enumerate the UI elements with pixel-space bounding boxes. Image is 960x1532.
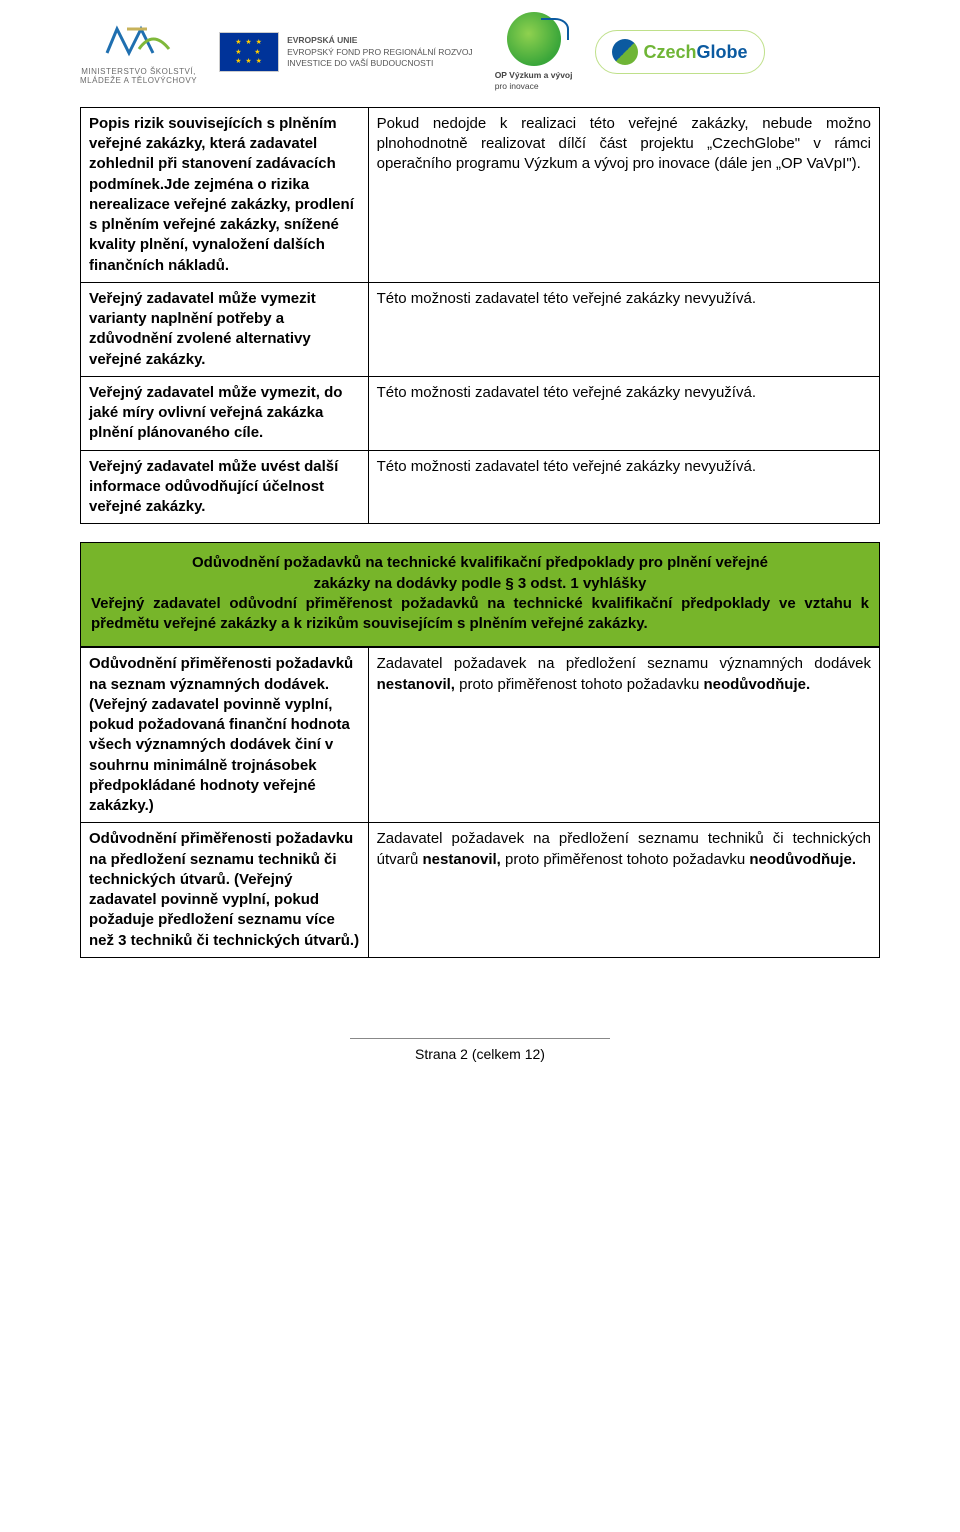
section-header-green: Odůvodnění požadavků na technické kvalif… xyxy=(80,542,880,647)
footer-divider xyxy=(350,1038,610,1039)
qual-row2-b2: neodůvodňuje. xyxy=(749,851,856,868)
czechglobe-icon xyxy=(612,39,638,65)
msmt-label-1: MINISTERSTVO ŠKOLSTVÍ, xyxy=(80,67,197,77)
risks-row4-right: Této možnosti zadavatel této veřejné zak… xyxy=(368,450,879,524)
qual-row2-right: Zadavatel požadavek na předložení seznam… xyxy=(368,823,879,958)
op-globe-icon xyxy=(507,12,561,66)
qual-row1-b1: nestanovil, xyxy=(377,676,455,693)
op-label: OP Výzkum a vývoj xyxy=(495,70,573,80)
qual-row1-left: Odůvodnění přiměřenosti požadavků na sez… xyxy=(81,648,369,823)
czechglobe-globe: Globe xyxy=(697,42,748,62)
eu-line-1: EVROPSKÁ UNIE xyxy=(287,35,473,46)
green-header-line1: Odůvodnění požadavků na technické kvalif… xyxy=(91,553,869,573)
czechglobe-cz: Czech xyxy=(644,42,697,62)
op-label2: pro inovace xyxy=(495,81,539,91)
table-row: Veřejný zadavatel může vymezit, do jaké … xyxy=(81,376,880,450)
risks-row1-right: Pokud nedojde k realizaci této veřejné z… xyxy=(368,107,879,282)
qual-row2-b1: nestanovil, xyxy=(422,851,500,868)
risks-row3-right: Této možnosti zadavatel této veřejné zak… xyxy=(368,376,879,450)
table-row: Popis rizik souvisejících s plněním veře… xyxy=(81,107,880,282)
table-row: Odůvodnění přiměřenosti požadavku na pře… xyxy=(81,823,880,958)
page-footer: Strana 2 (celkem 12) xyxy=(80,1038,880,1064)
risks-table: Popis rizik souvisejících s plněním veře… xyxy=(80,107,880,525)
green-header-line2: zakázky na dodávky podle § 3 odst. 1 vyh… xyxy=(91,574,869,594)
qual-row1-right: Zadavatel požadavek na předložení seznam… xyxy=(368,648,879,823)
op-logo: OP Výzkum a vývoj pro inovace xyxy=(495,12,573,93)
qual-row2-left: Odůvodnění přiměřenosti požadavku na pře… xyxy=(81,823,369,958)
risks-row3-left: Veřejný zadavatel může vymezit, do jaké … xyxy=(81,376,369,450)
qual-row1-mid: proto přiměřenost tohoto požadavku xyxy=(455,676,703,693)
table-row: Veřejný zadavatel může uvést další infor… xyxy=(81,450,880,524)
qualification-table: Odůvodnění přiměřenosti požadavků na sez… xyxy=(80,647,880,958)
msmt-icon xyxy=(103,19,175,63)
risks-row1-left: Popis rizik souvisejících s plněním veře… xyxy=(81,107,369,282)
table-row: Odůvodnění přiměřenosti požadavků na sez… xyxy=(81,648,880,823)
msmt-logo: MINISTERSTVO ŠKOLSTVÍ, MLÁDEŽE A TĚLOVÝC… xyxy=(80,19,197,86)
green-header-body: Veřejný zadavatel odůvodní přiměřenost p… xyxy=(91,595,869,632)
risks-row4-left: Veřejný zadavatel může uvést další infor… xyxy=(81,450,369,524)
eu-flag-icon: ★ ★ ★★ ★★ ★ ★ xyxy=(219,32,279,72)
eu-logo: ★ ★ ★★ ★★ ★ ★ EVROPSKÁ UNIE EVROPSKÝ FON… xyxy=(219,32,473,72)
risks-row2-left: Veřejný zadavatel může vymezit varianty … xyxy=(81,282,369,376)
qual-row1-b2: neodůvodňuje. xyxy=(703,676,810,693)
logo-strip: MINISTERSTVO ŠKOLSTVÍ, MLÁDEŽE A TĚLOVÝC… xyxy=(80,12,880,107)
qual-row1-pre: Zadavatel požadavek na předložení seznam… xyxy=(377,655,871,672)
qual-row2-mid: proto přiměřenost tohoto požadavku xyxy=(501,851,749,868)
msmt-label-2: MLÁDEŽE A TĚLOVÝCHOVY xyxy=(80,76,197,86)
eu-line-3: INVESTICE DO VAŠÍ BUDOUCNOSTI xyxy=(287,58,473,69)
footer-text: Strana 2 (celkem 12) xyxy=(415,1046,545,1062)
table-row: Veřejný zadavatel může vymezit varianty … xyxy=(81,282,880,376)
risks-row2-right: Této možnosti zadavatel této veřejné zak… xyxy=(368,282,879,376)
czechglobe-logo: CzechGlobe xyxy=(595,30,765,74)
eu-line-2: EVROPSKÝ FOND PRO REGIONÁLNÍ ROZVOJ xyxy=(287,47,473,58)
